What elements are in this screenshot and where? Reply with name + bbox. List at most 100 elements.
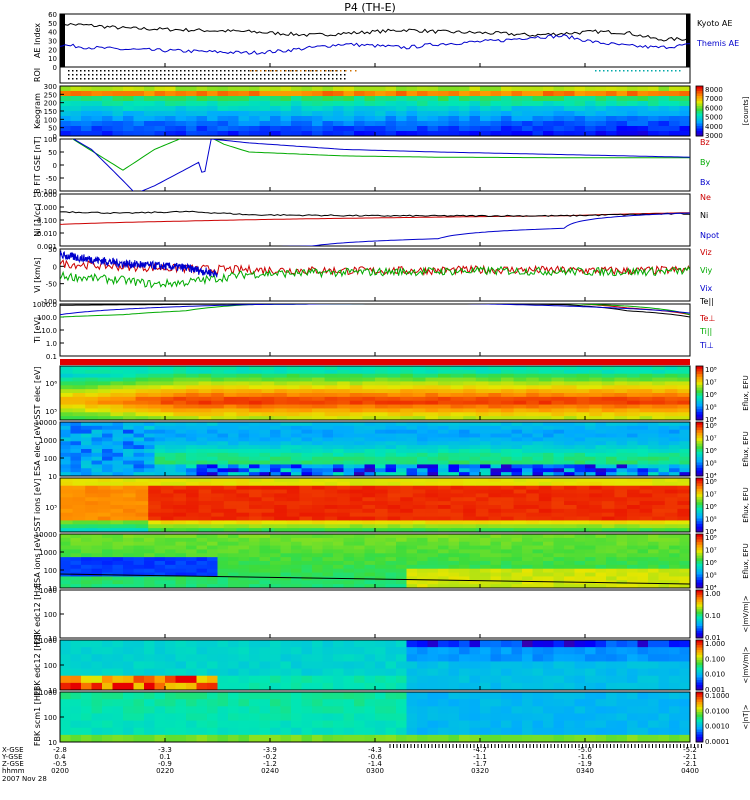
sst-e-cell [412, 373, 426, 378]
fbk-e12-cell [459, 647, 470, 655]
keogram-cell [679, 126, 691, 132]
esa-i-cell [154, 584, 166, 589]
esa-e-cell [480, 425, 491, 431]
sst-e-cell [614, 393, 628, 398]
fbk-e12-cell [259, 647, 271, 655]
esa-e-cell [333, 445, 344, 450]
keogram-cell [511, 131, 523, 137]
sst-e-cell [551, 381, 565, 386]
esa-i-cell [459, 557, 470, 562]
esa-i-cell [238, 557, 250, 562]
fbk-b-cell [270, 720, 281, 729]
sst-e-cell [538, 404, 552, 409]
roi-flag [180, 74, 182, 76]
esa-e-cell [637, 429, 649, 434]
esa-i-cell [333, 580, 344, 585]
sst-i-cell [299, 520, 313, 525]
sst-e-cell [173, 373, 187, 378]
esa-e-cell [102, 433, 113, 438]
esa-i-cell [585, 572, 596, 577]
esa-e-cell [385, 437, 397, 442]
fbk-b-cell [133, 699, 145, 707]
roi-flag [260, 78, 262, 80]
keogram-cell [406, 131, 418, 137]
keogram-cell [207, 106, 218, 112]
keogram-cell [522, 91, 533, 97]
fbk-b-cell [301, 727, 313, 736]
roi-flag [248, 70, 250, 72]
keogram-cell [459, 111, 470, 117]
esa-i-cell [207, 541, 218, 546]
keogram-cell [438, 96, 449, 102]
esa-e-colorbar-cell [696, 424, 703, 428]
keogram-ytick-label: 50 [48, 125, 57, 133]
sst-i-cell [286, 524, 300, 529]
fbk-e12-cell [669, 682, 680, 691]
keogram-cell [637, 131, 649, 137]
sst-e-cell [324, 408, 338, 413]
sst-e-cell [652, 377, 666, 382]
sst-e-cell [627, 400, 640, 405]
fbk-e12-cell [606, 661, 617, 669]
keogram-cell [543, 91, 554, 97]
fbk-b-cell [70, 692, 82, 700]
fbk-top-ytick-label: 1000 [39, 587, 57, 595]
sst-i-cell [400, 489, 414, 494]
esa-i-cell [658, 537, 670, 543]
esa-e-cell [427, 452, 439, 458]
fbk-e12-cell [490, 647, 502, 655]
esa-i-cell [133, 545, 145, 550]
sst-i-cell [627, 524, 640, 529]
keogram-cell [448, 116, 460, 122]
sst-i-cell [286, 528, 300, 533]
sst-i-cell [463, 493, 477, 498]
fbk-b-cell [322, 727, 334, 736]
roi-flag [168, 74, 170, 76]
sst-e-cell [551, 396, 565, 402]
esa-e-cell [637, 464, 649, 469]
fbk-e12-cell [595, 661, 607, 669]
fbk-e12-cell [280, 654, 292, 662]
esa-e-cell [658, 468, 670, 473]
sst-e-cell [677, 400, 691, 405]
sst-i-cell [601, 501, 615, 506]
roi-flag [104, 74, 106, 76]
esa-i-colorbar-cell [696, 574, 703, 578]
fbk-top-colorbar-tick: 0.10 [705, 612, 721, 620]
sst-e-cell [223, 400, 237, 405]
sst-i-cell [362, 489, 376, 494]
esa-i-cell [333, 545, 344, 550]
fbk-e12-cell [238, 654, 250, 662]
keogram-cell [60, 131, 71, 137]
esa-i-cell [175, 572, 187, 577]
esa-e-cell [637, 468, 649, 473]
esa-e-cell [165, 472, 176, 477]
sst-i-cell [438, 516, 451, 521]
keogram-cell [154, 96, 166, 102]
esa-e-cell [91, 429, 103, 434]
esa-e-cell [406, 468, 418, 473]
esa-e-cell [333, 441, 344, 446]
esa-e-cell [91, 422, 103, 427]
esa-e-cell [280, 472, 292, 477]
sst-e-cell [589, 393, 603, 398]
esa-i-cell [165, 549, 176, 554]
fbk-e12-cell [301, 675, 313, 684]
sst-e-cell [551, 366, 565, 371]
fbk-b-cell [144, 699, 155, 707]
sst-e-cell [135, 396, 149, 402]
fbk-b-cell [343, 692, 355, 700]
sst-i-cell [198, 505, 212, 510]
keogram-cell [427, 121, 439, 127]
esa-i-cell [112, 549, 124, 554]
sst-i-colorbar-tick: 10⁶ [705, 503, 717, 511]
sst-i-cell [400, 512, 414, 517]
roi-flag [184, 70, 186, 72]
roi-flag [284, 74, 286, 76]
esa-e-cell [249, 445, 260, 450]
roi-flag [220, 78, 222, 80]
esa-e-cell [490, 445, 502, 450]
sst-i-cell [677, 485, 691, 490]
fbk-e12-cell [354, 647, 365, 655]
esa-e-cell [154, 425, 166, 431]
